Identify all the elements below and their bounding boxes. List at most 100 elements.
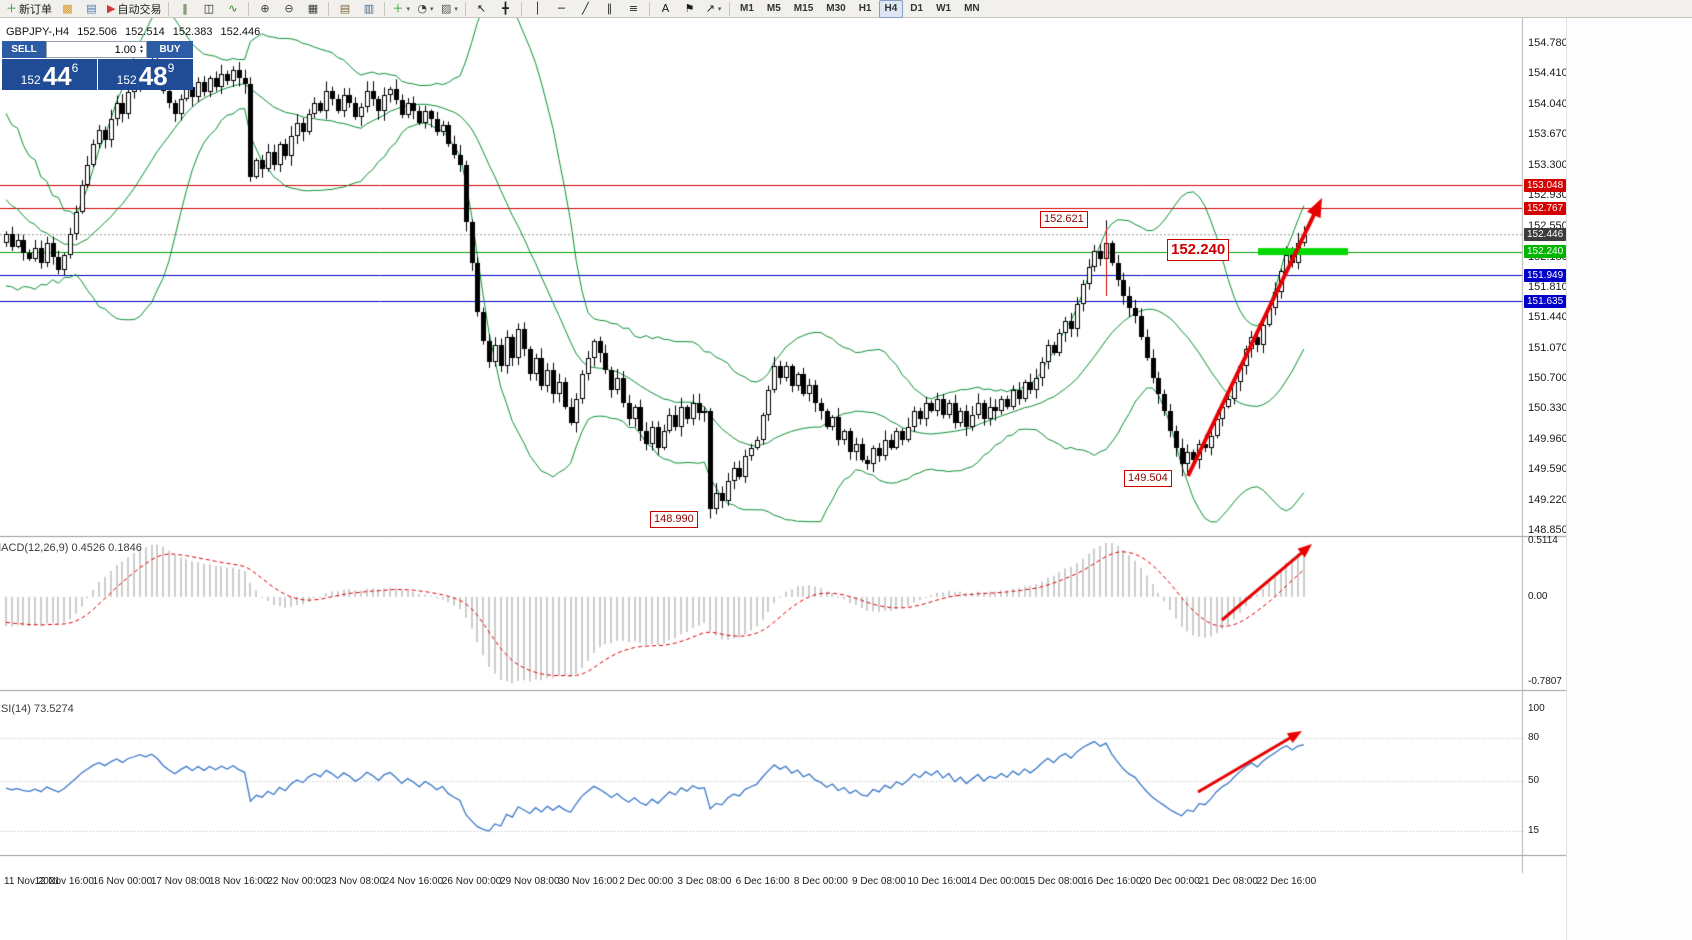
annotation-price-label[interactable]: 149.504 <box>1124 470 1172 487</box>
time-axis-label: 17 Nov 08:00 <box>150 876 211 887</box>
line-chart-button[interactable]: ∿ <box>221 0 244 18</box>
symbol-info: GBPJPY-,H4 152.506 152.514 152.383 152.4… <box>6 26 260 38</box>
axis-price-label: 151.810 <box>1528 280 1566 293</box>
profiles-icon: ▤ <box>86 2 97 15</box>
axis-price-label: 149.590 <box>1528 463 1566 476</box>
time-axis[interactable]: 11 Nov 2021 12 Nov 16:00 16 Nov 00:00 17 No… <box>0 874 1522 894</box>
buy-button[interactable]: BUY <box>147 41 193 58</box>
volume-spinner[interactable]: ▲ ▼ <box>139 43 144 55</box>
tf-m5-label: M5 <box>766 3 781 14</box>
tf-h4-button[interactable]: H4 <box>878 0 904 18</box>
auto-trading-icon: ▶ <box>107 2 116 15</box>
macd-axis-value: 0.5114 <box>1528 535 1558 546</box>
axis-price-label: 151.440 <box>1528 311 1566 324</box>
time-axis-label: 8 Dec 00:00 <box>793 876 848 887</box>
time-axis-label: 24 Nov 16:00 <box>383 876 444 887</box>
volume-value: 1.00 <box>114 43 137 56</box>
equidistant-channel-button[interactable]: ∥ <box>598 0 621 18</box>
indicators-button[interactable]: ＋ ▾ <box>389 0 413 18</box>
volume-field[interactable]: 1.00 ▲ ▼ <box>46 41 147 58</box>
auto-trading-label: 自动交易 <box>117 3 162 16</box>
tf-h1-label: H1 <box>858 3 872 14</box>
toolbar-separator <box>328 1 330 16</box>
tf-m5-button[interactable]: M5 <box>761 0 787 18</box>
chevron-down-icon: ▾ <box>454 4 458 13</box>
crosshair-button[interactable]: ╋ <box>494 0 517 18</box>
zoom-out-button[interactable]: ⊖ <box>277 0 300 18</box>
tf-d1-label: D1 <box>910 3 924 14</box>
annotation-price-label[interactable]: 148.990 <box>650 511 698 528</box>
toolbar-separator <box>248 1 250 16</box>
tile-windows-button[interactable]: ▦ <box>301 0 324 18</box>
time-axis-label: 3 Dec 08:00 <box>677 876 732 887</box>
line-chart-icon: ∿ <box>228 2 238 15</box>
time-axis-label: 12 Nov 16:00 <box>34 876 94 887</box>
trendline-icon: ╱ <box>582 2 589 15</box>
chart-window[interactable]: GBPJPY-,H4 152.506 152.514 152.383 152.4… <box>0 18 1566 940</box>
tf-d1-button[interactable]: D1 <box>904 0 929 18</box>
ohlc-low: 152.383 <box>172 26 213 38</box>
zoom-in-icon: ⊕ <box>260 2 270 15</box>
cursor-icon: ↖ <box>476 2 487 15</box>
zoom-in-button[interactable]: ⊕ <box>253 0 276 18</box>
chart-templates-button[interactable]: ▨ ▾ <box>438 0 461 18</box>
annotation-price-label[interactable]: 152.621 <box>1040 211 1088 228</box>
time-axis-label: 20 Dec 00:00 <box>1140 876 1200 887</box>
text-button[interactable]: A <box>654 0 677 18</box>
tf-w1-button[interactable]: W1 <box>930 0 957 18</box>
vertical-line-button[interactable]: │ <box>526 0 549 18</box>
trendline-button[interactable]: ╱ <box>574 0 597 18</box>
fibonacci-button[interactable]: ≡ <box>622 0 645 18</box>
sell-button[interactable]: SELL <box>2 41 46 58</box>
spinner-down-icon[interactable]: ▼ <box>139 48 144 55</box>
tf-mn-button[interactable]: MN <box>958 0 986 18</box>
macd-axis-value: 0.00 <box>1528 590 1548 602</box>
hline-price-badge: 151.635 <box>1524 294 1566 308</box>
time-axis-label: 9 Dec 08:00 <box>852 876 906 887</box>
time-axis-label: 22 Nov 00:00 <box>267 876 327 887</box>
candlestick-chart-icon: ◫ <box>203 2 215 15</box>
time-axis-label: 22 Dec 16:00 <box>1256 876 1317 887</box>
time-axis-label: 21 Dec 08:00 <box>1198 876 1258 887</box>
tf-m30-button[interactable]: M30 <box>820 0 851 18</box>
spinner-up-icon[interactable]: ▲ <box>139 43 144 50</box>
templates-button[interactable]: ▩ <box>56 0 79 18</box>
annotation-price-label[interactable]: 152.240 <box>1167 239 1230 261</box>
strategy-tester-icon: ▥ <box>363 2 375 15</box>
rsi-axis-value: 80 <box>1528 732 1540 744</box>
profiles-button[interactable]: ▤ <box>80 0 103 18</box>
data-window-button[interactable]: ▤ <box>333 0 356 18</box>
macd-axis-value: -0.7807 <box>1528 676 1562 687</box>
new-order-label: 新订单 <box>19 3 52 16</box>
text-label-icon: ⚑ <box>684 2 695 15</box>
tile-windows-icon: ▦ <box>307 2 319 15</box>
toolbar-separator <box>168 1 170 16</box>
time-axis-label: 16 Nov 00:00 <box>92 876 153 887</box>
time-axis-label: 6 Dec 16:00 <box>735 876 790 887</box>
auto-trading-button[interactable]: ▶ 自动交易 <box>104 0 164 18</box>
candlestick-chart-button[interactable]: ◫ <box>197 0 220 18</box>
price-axis[interactable]: 154.780 154.410 154.040 153.670 153.300 152.9… <box>1524 18 1566 878</box>
bid-price-prefix: 152 <box>20 73 41 87</box>
tf-m1-button[interactable]: M1 <box>734 0 760 18</box>
chevron-down-icon: ▾ <box>430 4 434 13</box>
bar-chart-button[interactable]: ‖ <box>173 0 196 18</box>
tf-h1-button[interactable]: H1 <box>853 0 878 18</box>
time-axis-label: 15 Dec 08:00 <box>1023 876 1084 887</box>
new-order-button[interactable]: ＋新订单 <box>3 0 55 18</box>
horizontal-line-button[interactable]: ─ <box>550 0 573 18</box>
equidistant-channel-icon: ∥ <box>606 2 613 15</box>
sell-price-button[interactable]: 152 44 6 <box>2 59 97 90</box>
arrow-objects-button[interactable]: ↗ ▾ <box>702 0 725 18</box>
text-label-button[interactable]: ⚑ <box>678 0 701 18</box>
indicators-icon: ＋ <box>392 2 404 15</box>
strategy-tester-button[interactable]: ▥ <box>357 0 380 18</box>
time-axis-label: 29 Nov 08:00 <box>500 876 560 887</box>
periods-button[interactable]: ◔ ▾ <box>414 0 437 18</box>
templates-icon: ▩ <box>62 2 73 15</box>
cursor-button[interactable]: ↖ <box>470 0 493 18</box>
macd-values: 0.4526 0.1846 <box>71 542 142 554</box>
chart-canvas[interactable] <box>0 18 1566 940</box>
tf-m15-button[interactable]: M15 <box>788 0 819 18</box>
buy-price-button[interactable]: 152 48 9 <box>98 59 193 90</box>
